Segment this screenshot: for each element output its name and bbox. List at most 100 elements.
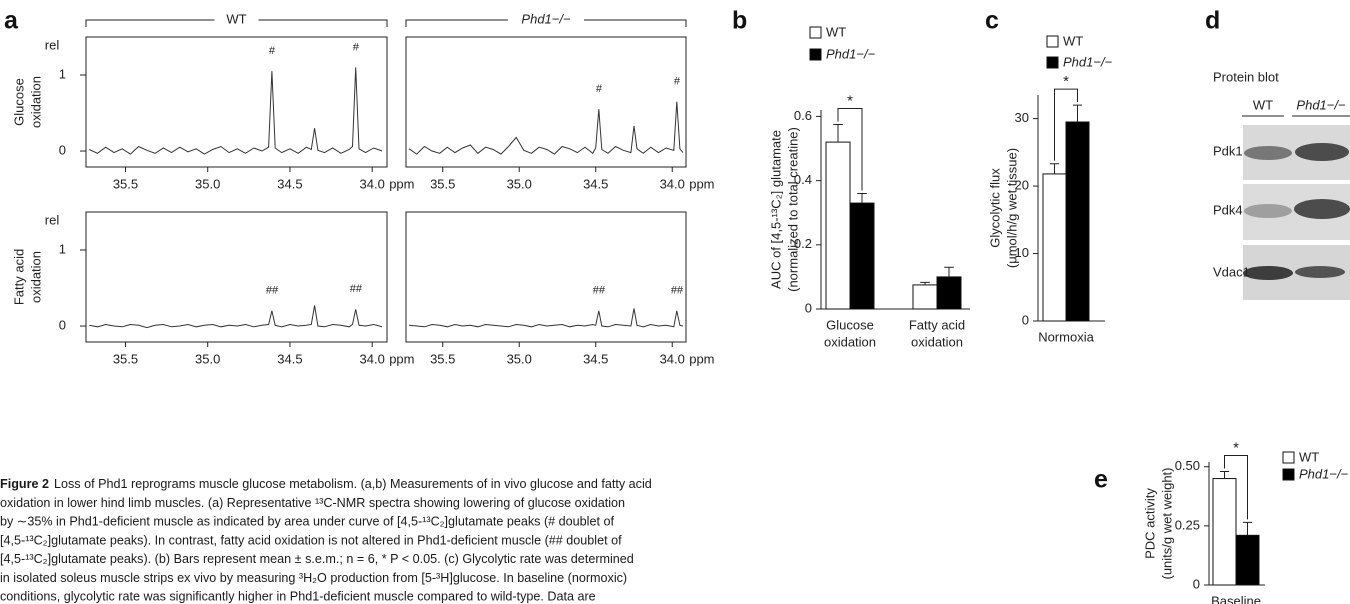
significance-label: * [1233, 439, 1239, 456]
peak-annotation: ## [671, 285, 684, 297]
peak-annotation: ## [350, 283, 363, 295]
y-axis-label: PDC activity [1142, 488, 1157, 559]
x-axis-label: ppm [689, 351, 714, 366]
blot-band [1294, 199, 1350, 219]
x-tick-label: 34.0 [660, 351, 685, 366]
y-tick-label: 0.6 [794, 108, 812, 123]
error-bar [1072, 104, 1083, 122]
caption-line: oxidation in lower hind limb muscles. (a… [0, 496, 625, 510]
y-axis-label: (units/g wet weight) [1159, 468, 1174, 580]
error-bar [833, 123, 843, 143]
caption-label: Figure 2 [0, 477, 49, 491]
y-tick-label: 0 [1193, 576, 1200, 591]
peak-annotation: # [596, 83, 603, 95]
legend-swatch [1046, 56, 1059, 69]
peak-annotation: # [353, 41, 360, 53]
significance-bracket [1224, 454, 1248, 520]
legend-swatch [1046, 35, 1059, 48]
panel-letter: d [1205, 7, 1220, 35]
y-tick-label: 0 [805, 300, 812, 315]
x-tick-label: oxidation [824, 334, 876, 349]
bar [849, 202, 875, 310]
caption-line: Figure 2 Loss of Phd1 reprograms muscle g… [0, 477, 652, 491]
x-tick-label: oxidation [911, 334, 963, 349]
x-tick-label: Baseline [1211, 593, 1261, 604]
peak-annotation: # [674, 76, 681, 88]
blot-images [1242, 115, 1350, 300]
bar [1065, 121, 1090, 322]
legend-label: Phd1−/− [826, 46, 876, 61]
panel-letter: a [4, 7, 19, 35]
lane-label: WT [1253, 97, 1273, 112]
blot-band [1243, 266, 1293, 280]
y-tick-label: 0.2 [794, 236, 812, 251]
bar [1235, 534, 1260, 586]
column-header: WT [226, 11, 246, 26]
legend-swatch [1282, 468, 1295, 481]
x-tick-label: 35.0 [507, 351, 532, 366]
error-bar [857, 192, 867, 204]
caption-text: Loss of Phd1 reprograms muscle glucose m… [54, 477, 652, 491]
x-tick-label: 34.5 [277, 351, 302, 366]
caption-line: in isolated soleus muscle strips ex vivo… [0, 571, 627, 585]
error-bar [944, 266, 954, 277]
legend-label: Phd1−/− [1063, 54, 1113, 69]
spectrum-line [409, 308, 684, 328]
y-tick-label: 0 [1022, 312, 1029, 327]
plot-frame [405, 211, 687, 343]
x-tick-label: 34.5 [583, 351, 608, 366]
plot-frame [85, 36, 388, 168]
column-bracket [405, 19, 687, 27]
y-axis-label: Glycolytic flux [987, 168, 1002, 248]
legend-swatch [809, 26, 822, 39]
legend-label: WT [826, 24, 846, 39]
y-tick-label: 0 [59, 317, 66, 332]
x-tick-label: 34.5 [583, 176, 608, 191]
significance-label: * [847, 92, 853, 109]
x-tick-label: 35.5 [430, 176, 455, 191]
peak-annotation: ## [266, 285, 279, 297]
y-axis-label: (μmol/h/g wet tissue) [1004, 148, 1019, 268]
error-bar [1219, 470, 1230, 479]
x-tick-label: 34.5 [277, 176, 302, 191]
column-header: Phd1−/− [521, 11, 571, 26]
protein-label: Pdk1 [1213, 143, 1243, 158]
caption-line: [4,5-¹³C₂]glutamate peaks). In contrast,… [0, 533, 622, 547]
bar [1042, 173, 1067, 322]
x-tick-label: Glucose [826, 317, 874, 332]
spectrum-line [89, 305, 383, 329]
spectrum-line [89, 67, 383, 155]
x-tick-label: Fatty acid [909, 317, 965, 332]
x-tick-label: 35.0 [507, 176, 532, 191]
y-tick-label: 1 [59, 241, 66, 256]
row-label: oxidation [28, 251, 43, 303]
blot-band [1244, 204, 1292, 218]
x-tick-label: Normoxia [1038, 329, 1094, 344]
x-tick-label: 35.0 [195, 176, 220, 191]
y-axis-label: rel [45, 37, 60, 52]
legend-label: WT [1299, 449, 1319, 464]
blot-band [1244, 146, 1292, 160]
error-bar [920, 281, 930, 285]
x-axis-label: ppm [689, 176, 714, 191]
x-tick-label: 35.5 [113, 176, 138, 191]
y-axis-label: (normalized to total creatine) [785, 127, 800, 292]
significance-bracket [1054, 88, 1078, 161]
x-tick-label: 34.0 [360, 176, 385, 191]
y-tick-label: 1 [59, 66, 66, 81]
legend-swatch [1282, 451, 1295, 464]
x-axis-label: ppm [389, 176, 414, 191]
y-tick-label: 30 [1015, 110, 1029, 125]
caption-line: [4,5-¹³C₂]glutamate peaks). (b) Bars rep… [0, 552, 634, 566]
x-tick-label: 34.0 [360, 351, 385, 366]
blot-band [1295, 143, 1349, 161]
blot-title: Protein blot [1213, 69, 1279, 84]
x-tick-label: 34.0 [660, 176, 685, 191]
y-tick-label: 20 [1015, 178, 1029, 193]
y-tick-label: 0.50 [1175, 458, 1200, 473]
y-axis-label: AUC of [4,5-¹³C₂] glutamate [768, 130, 783, 289]
y-axis-label: rel [45, 212, 60, 227]
x-tick-label: 35.5 [430, 351, 455, 366]
